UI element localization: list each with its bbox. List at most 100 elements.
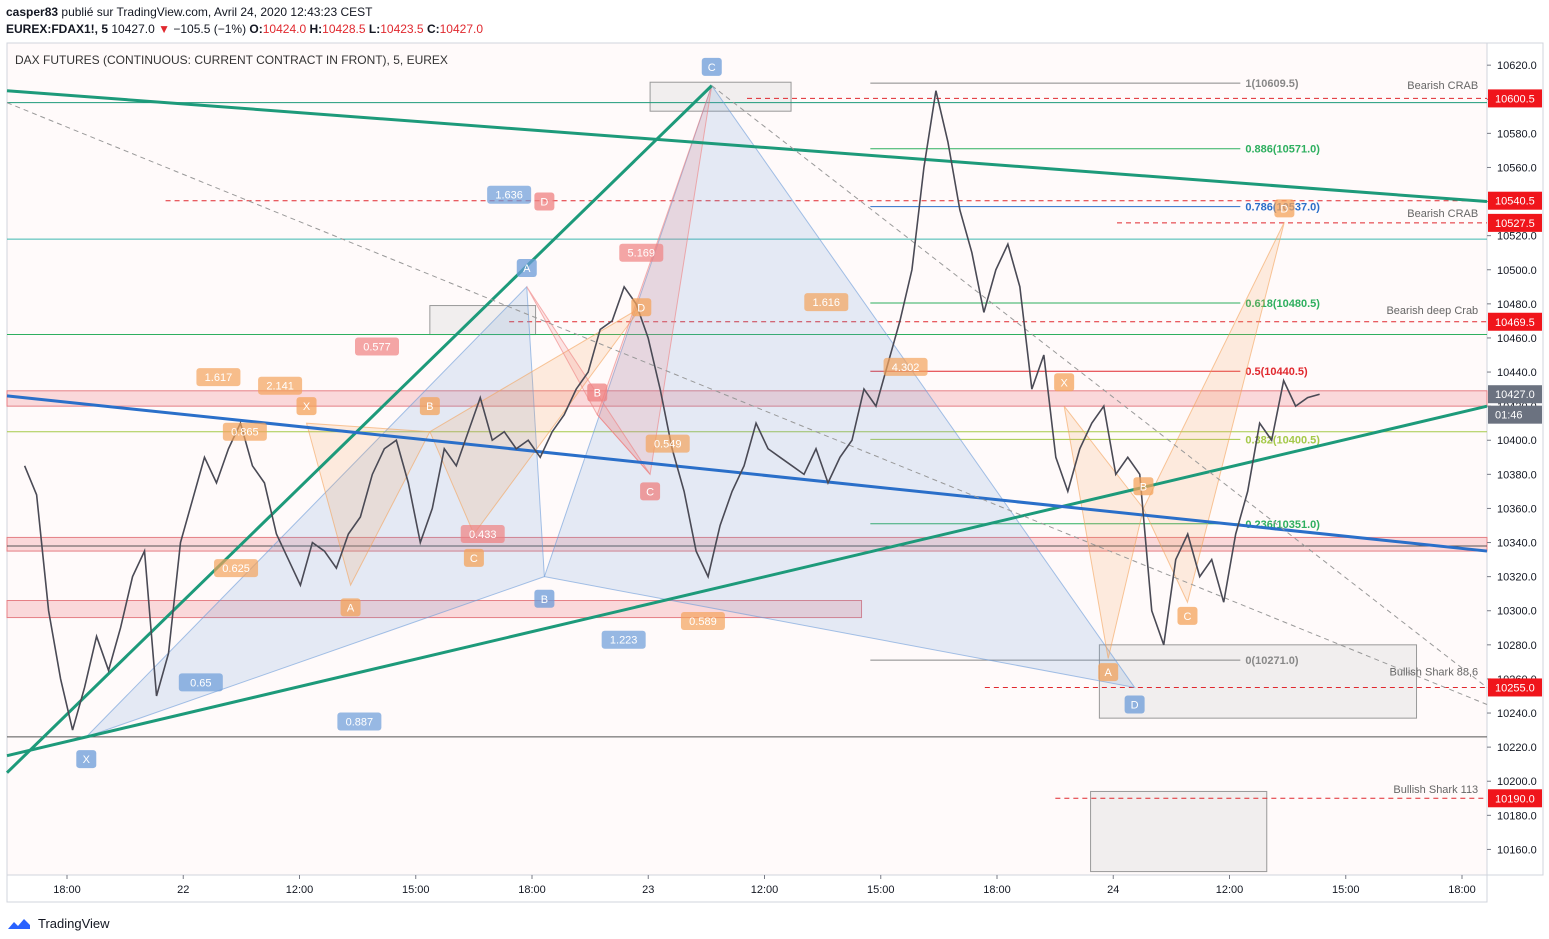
pattern-point-label: A <box>340 598 361 617</box>
ratio-badge <box>645 434 690 453</box>
pattern-point-badge <box>340 598 361 617</box>
ratio-badge <box>196 368 241 387</box>
ratio-badge <box>214 559 259 578</box>
pattern-point-label: X <box>296 397 317 416</box>
ratio-label: 4.302 <box>883 357 928 376</box>
price-tag-bg <box>1488 191 1542 210</box>
pattern-point-text: D <box>1131 700 1139 712</box>
chart-title: DAX FUTURES (CONTINUOUS: CURRENT CONTRAC… <box>15 53 448 67</box>
fib-level-label: 0.886(10571.0) <box>1245 144 1320 156</box>
price-tag-text: 10600.5 <box>1495 93 1535 105</box>
pattern-box <box>649 81 792 112</box>
author-name[interactable]: casper83 <box>6 5 59 19</box>
pattern-annotation: Bullish Shark 113 <box>1393 784 1478 796</box>
ratio-badge <box>355 337 399 356</box>
ratio-badge <box>460 525 505 544</box>
y-tick-label: 10180.0 <box>1497 810 1537 822</box>
price-tag-text: 10427.0 <box>1495 389 1535 401</box>
pattern-point-text: B <box>426 401 433 413</box>
harmonic-pattern-orange <box>1063 405 1144 659</box>
y-tick-label: 10300.0 <box>1497 606 1537 618</box>
pattern-point-label: C <box>1177 606 1198 625</box>
pattern-point-text: A <box>523 263 531 275</box>
low-value: 10423.5 <box>380 22 424 36</box>
pattern-box <box>1090 790 1268 873</box>
pattern-point-label: X <box>1054 373 1075 392</box>
fib-level-label: 0.382(10400.5) <box>1245 434 1320 446</box>
price-tag-text: 10527.5 <box>1495 218 1535 230</box>
y-tick-label: 10320.0 <box>1497 572 1537 584</box>
y-tick-label: 10240.0 <box>1497 708 1537 720</box>
pattern-point-text: D <box>637 302 645 314</box>
ratio-badge <box>178 673 223 692</box>
ratio-label: 0.433 <box>460 525 505 544</box>
pattern-point-text: X <box>1060 377 1068 389</box>
x-tick-label: 22 <box>177 884 189 896</box>
fib-level-label: 1(10609.5) <box>1245 78 1299 90</box>
tradingview-footer[interactable]: TradingView <box>6 916 110 931</box>
ratio-text: 1.617 <box>205 372 233 384</box>
pattern-annotation: Bearish deep Crab <box>1386 305 1478 317</box>
y-tick-label: 10220.0 <box>1497 742 1537 754</box>
pattern-annotation: Bearish CRAB <box>1407 80 1478 92</box>
price-change: −105.5 (−1%) <box>173 22 247 36</box>
ratio-badge <box>222 422 267 441</box>
pattern-point-label: B <box>1133 477 1154 496</box>
ratio-label: 1.636 <box>487 185 532 204</box>
high-value: 10428.5 <box>322 22 366 36</box>
price-tag: 10527.5 <box>1488 213 1542 232</box>
price-tag-bg <box>1488 312 1542 331</box>
price-tag: 10600.5 <box>1488 89 1542 108</box>
price-tag-bg <box>1488 789 1542 808</box>
x-tick-label: 12:00 <box>751 884 779 896</box>
ratio-badge <box>601 630 646 649</box>
ratio-label: 1.616 <box>804 293 849 312</box>
ratio-label: 1.617 <box>196 368 241 387</box>
high-label: H: <box>309 22 323 36</box>
ratio-label: 1.223 <box>601 630 646 649</box>
pattern-point-text: C <box>708 62 716 74</box>
trendline <box>711 85 1488 688</box>
symbol-legend: EUREX:FDAX1!, 5 10427.0 ▼ −105.5 (−1%) O… <box>6 22 483 36</box>
price-tag: 10540.5 <box>1488 191 1542 210</box>
y-tick-label: 10280.0 <box>1497 640 1537 652</box>
pattern-point-label: D <box>1274 199 1295 218</box>
pattern-point-label: B <box>419 397 440 416</box>
pattern-point-label: D <box>1124 695 1145 714</box>
ratio-badge <box>258 376 303 395</box>
y-tick-label: 10400.0 <box>1497 435 1537 447</box>
pattern-point-text: B <box>1140 481 1147 493</box>
pattern-point-badge <box>76 750 97 769</box>
trendline <box>5 84 713 774</box>
ratio-text: 0.577 <box>363 341 391 353</box>
pattern-point-text: A <box>1105 667 1113 679</box>
pattern-point-label: C <box>640 482 661 501</box>
x-tick-label: 12:00 <box>286 884 314 896</box>
symbol-name[interactable]: EUREX:FDAX1!, 5 <box>6 22 109 36</box>
pattern-point-badge <box>296 397 317 416</box>
pattern-point-badge <box>640 482 661 501</box>
pattern-point-text: C <box>470 553 478 565</box>
ratio-text: 1.616 <box>813 297 841 309</box>
pattern-point-badge <box>631 298 652 317</box>
down-arrow-icon: ▼ <box>158 22 170 36</box>
x-tick-label: 18:00 <box>1448 884 1476 896</box>
pattern-point-text: A <box>347 602 355 614</box>
pattern-point-badge <box>516 259 537 278</box>
pattern-point-badge <box>1054 373 1075 392</box>
open-label: O: <box>249 22 263 36</box>
ratio-label: 5.169 <box>619 243 664 262</box>
y-tick-label: 10160.0 <box>1497 844 1537 856</box>
ratio-label: 0.577 <box>355 337 399 356</box>
pattern-point-label: D <box>631 298 652 317</box>
pattern-point-badge <box>1124 695 1145 714</box>
y-tick-label: 10560.0 <box>1497 162 1537 174</box>
ratio-badge <box>804 293 849 312</box>
pattern-annotation: Bearish CRAB <box>1407 208 1478 220</box>
x-tick-label: 15:00 <box>867 884 895 896</box>
y-tick-label: 10480.0 <box>1497 299 1537 311</box>
ratio-text: 0.865 <box>231 427 259 439</box>
low-label: L: <box>368 22 381 36</box>
ratio-badge <box>619 243 664 262</box>
